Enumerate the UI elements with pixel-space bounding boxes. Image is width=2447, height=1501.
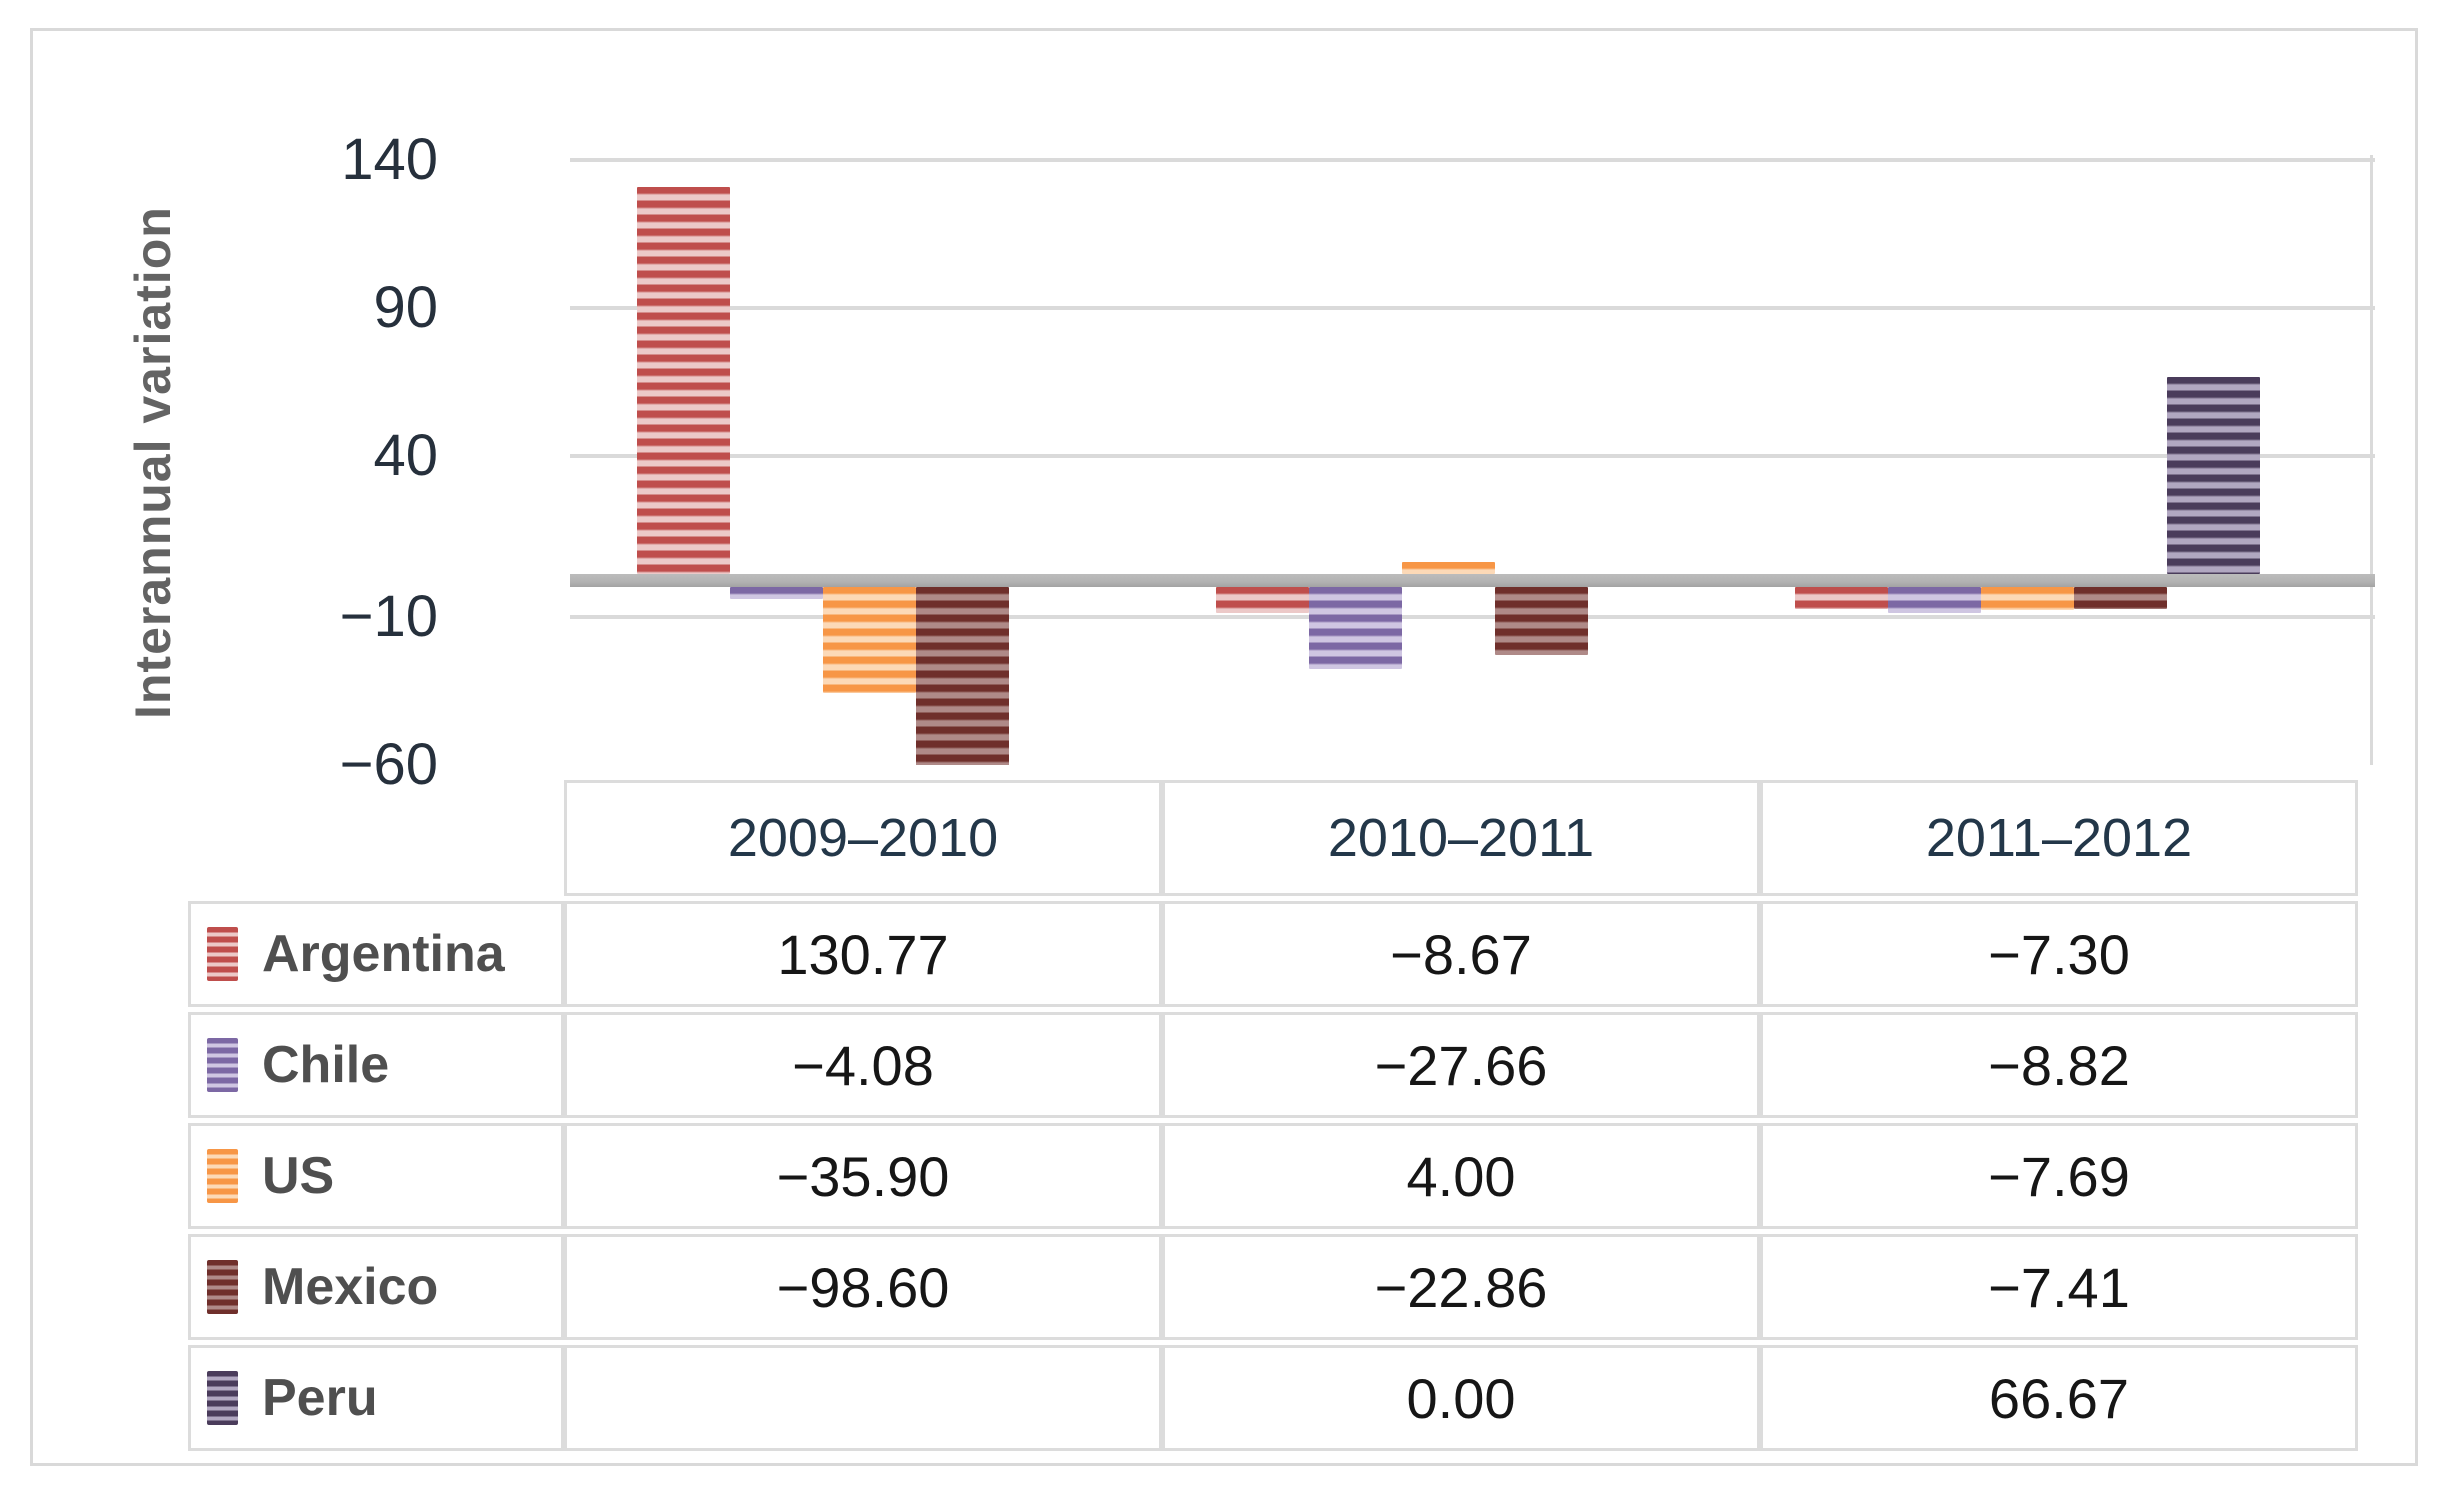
legend-swatch-chile (207, 1038, 238, 1092)
table-cell-mexico-2011–2012: −7.41 (1760, 1234, 2358, 1340)
bar-peru-2011–2012 (2167, 377, 2260, 574)
y-axis-title: Interannual variation (125, 206, 181, 719)
bar-chile-2010–2011 (1309, 587, 1402, 669)
bar-mexico-2011–2012 (2074, 587, 2167, 609)
table-cell-peru-2011–2012: 66.67 (1760, 1345, 2358, 1451)
y-tick-label: 90 (373, 274, 438, 340)
zero-baseline (570, 574, 2375, 587)
bar-mexico-2009–2010 (916, 587, 1009, 765)
table-cell-peru-2009–2010 (564, 1345, 1162, 1451)
legend-swatch-peru (207, 1371, 238, 1425)
legend-label: Argentina (262, 925, 505, 983)
legend-cell-mexico: Mexico (188, 1234, 564, 1340)
table-cell-argentina-2010–2011: −8.67 (1162, 901, 1760, 1007)
bar-argentina-2011–2012 (1795, 587, 1888, 609)
y-tick-label: −60 (339, 731, 438, 797)
plot-area (570, 95, 2375, 765)
table-cell-argentina-2009–2010: 130.77 (564, 901, 1162, 1007)
table-cell-argentina-2011–2012: −7.30 (1760, 901, 2358, 1007)
table-cell-chile-2010–2011: −27.66 (1162, 1012, 1760, 1118)
table-cell-mexico-2009–2010: −98.60 (564, 1234, 1162, 1340)
legend-swatch-argentina (207, 927, 238, 981)
bar-us-2009–2010 (823, 587, 916, 693)
legend-label: Chile (262, 1036, 390, 1094)
legend-cell-peru: Peru (188, 1345, 564, 1451)
bar-mexico-2010–2011 (1495, 587, 1588, 655)
table-cell-us-2011–2012: −7.69 (1760, 1123, 2358, 1229)
column-header-2011–2012: 2011–2012 (1760, 780, 2358, 896)
table-cell-us-2010–2011: 4.00 (1162, 1123, 1760, 1229)
legend-label: Mexico (262, 1258, 439, 1316)
bar-chile-2011–2012 (1888, 587, 1981, 613)
gridline-40 (570, 453, 2375, 458)
table-cell-chile-2011–2012: −8.82 (1760, 1012, 2358, 1118)
table-cell-mexico-2010–2011: −22.86 (1162, 1234, 1760, 1340)
table-cell-peru-2010–2011: 0.00 (1162, 1345, 1760, 1451)
gridline-140 (570, 157, 2375, 162)
table-cell-chile-2009–2010: −4.08 (564, 1012, 1162, 1118)
legend-cell-us: US (188, 1123, 564, 1229)
column-header-2010–2011: 2010–2011 (1162, 780, 1760, 896)
gridline--10 (570, 614, 2375, 619)
legend-cell-chile: Chile (188, 1012, 564, 1118)
legend-cell-argentina: Argentina (188, 901, 564, 1007)
legend-swatch-us (207, 1149, 238, 1203)
bar-argentina-2010–2011 (1216, 587, 1309, 613)
bar-us-2011–2012 (1981, 587, 2074, 610)
legend-swatch-mexico (207, 1260, 238, 1314)
bar-argentina-2009–2010 (637, 187, 730, 574)
y-tick-label: −10 (339, 583, 438, 649)
gridline-90 (570, 305, 2375, 310)
y-tick-label: 40 (373, 422, 438, 488)
y-tick-label: 140 (341, 126, 438, 192)
bar-us-2010–2011 (1402, 562, 1495, 574)
chart-data-table: 2009–2010 2010–2011 2011–2012 Argentina 130.… (188, 780, 2358, 1451)
legend-label: Peru (262, 1369, 378, 1427)
bar-chile-2009–2010 (730, 587, 823, 599)
plot-right-border (2370, 155, 2373, 765)
table-corner-spacer (188, 780, 564, 896)
table-cell-us-2009–2010: −35.90 (564, 1123, 1162, 1229)
column-header-2009–2010: 2009–2010 (564, 780, 1162, 896)
legend-label: US (262, 1147, 335, 1205)
